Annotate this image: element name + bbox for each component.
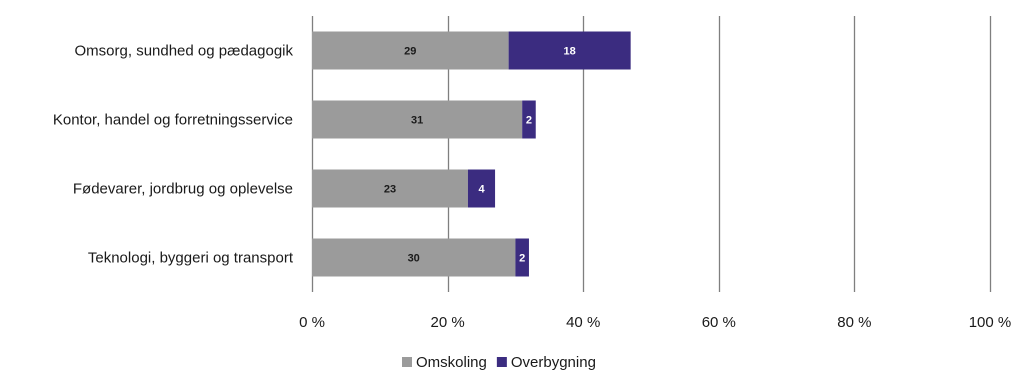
data-labels: 29 18 31 2 23 4 30 2 bbox=[384, 46, 576, 265]
data-label-overbygning-0: 18 bbox=[564, 46, 576, 58]
bar-overbygning-0 bbox=[508, 31, 631, 70]
legend-swatch-overbygning bbox=[496, 357, 507, 367]
x-tick-label-40: 40 % bbox=[566, 314, 600, 331]
category-label-3: Teknologi, byggeri og transport bbox=[88, 250, 294, 267]
x-tick-label-80: 80 % bbox=[837, 314, 871, 331]
category-label-1: Kontor, handel og forretningsservice bbox=[53, 112, 293, 129]
legend: Omskoling Overbygning bbox=[402, 354, 596, 371]
data-label-overbygning-2: 4 bbox=[478, 184, 485, 196]
data-label-omskoling-2: 23 bbox=[384, 184, 396, 196]
bar-overbygning-3 bbox=[515, 238, 529, 277]
category-label-0: Omsorg, sundhed og pædagogik bbox=[75, 43, 294, 60]
bar-omskoling-2 bbox=[312, 169, 468, 208]
bar-overbygning-1 bbox=[522, 100, 536, 139]
data-label-overbygning-1: 2 bbox=[526, 115, 532, 127]
data-label-omskoling-1: 31 bbox=[411, 115, 423, 127]
bar-omskoling-3 bbox=[312, 238, 516, 277]
data-label-omskoling-3: 30 bbox=[408, 253, 420, 265]
x-tick-label-20: 20 % bbox=[430, 314, 464, 331]
x-tick-label-0: 0 % bbox=[299, 314, 325, 331]
category-label-2: Fødevarer, jordbrug og oplevelse bbox=[73, 181, 293, 198]
bar-omskoling-1 bbox=[312, 100, 523, 139]
bar-overbygning-2 bbox=[467, 169, 496, 208]
x-tick-label-100: 100 % bbox=[969, 314, 1012, 331]
legend-swatch-omskoling bbox=[402, 357, 412, 367]
category-axis-labels: Omsorg, sundhed og pædagogik Kontor, hand… bbox=[53, 43, 294, 267]
value-axis-tick-labels: 0 % 20 % 40 % 60 % 80 % 100 % bbox=[299, 314, 1011, 331]
data-label-overbygning-3: 2 bbox=[519, 253, 525, 265]
data-label-omskoling-0: 29 bbox=[404, 46, 416, 58]
bar-omskoling-0 bbox=[312, 31, 509, 70]
legend-label-overbygning: Overbygning bbox=[511, 354, 596, 371]
bars bbox=[312, 31, 631, 277]
x-tick-label-60: 60 % bbox=[702, 314, 736, 331]
legend-label-omskoling: Omskoling bbox=[416, 354, 487, 371]
